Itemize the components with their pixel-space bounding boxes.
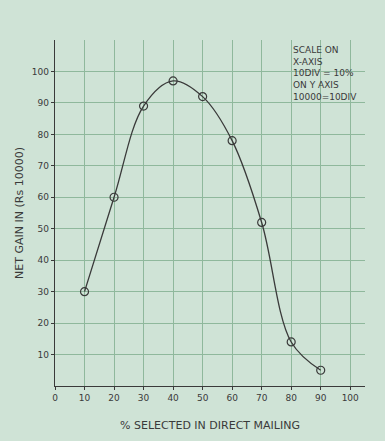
svg-text:80: 80: [38, 130, 50, 140]
svg-text:70: 70: [38, 161, 50, 171]
svg-text:0: 0: [52, 393, 58, 403]
svg-text:% SELECTED IN DIRECT MAILING: % SELECTED IN DIRECT MAILING: [120, 419, 300, 432]
svg-text:10: 10: [79, 393, 91, 403]
svg-text:10: 10: [38, 350, 50, 360]
svg-text:NET GAIN IN (Rs 10000): NET GAIN IN (Rs 10000): [13, 147, 26, 279]
svg-text:20: 20: [38, 318, 50, 328]
svg-text:30: 30: [138, 393, 150, 403]
svg-text:80: 80: [285, 393, 297, 403]
svg-text:70: 70: [256, 393, 268, 403]
svg-text:40: 40: [38, 255, 50, 265]
svg-text:50: 50: [38, 224, 50, 234]
svg-text:100: 100: [32, 67, 49, 77]
svg-text:60: 60: [226, 393, 238, 403]
svg-text:100: 100: [342, 393, 359, 403]
svg-text:90: 90: [315, 393, 327, 403]
svg-text:60: 60: [38, 192, 50, 202]
svg-text:50: 50: [197, 393, 209, 403]
svg-text:40: 40: [167, 393, 179, 403]
svg-text:SCALE ONX-AXIS10DIV = 10%ON Y: SCALE ONX-AXIS10DIV = 10%ON Y AXIS10000=…: [293, 45, 357, 102]
svg-text:20: 20: [108, 393, 120, 403]
svg-text:90: 90: [38, 98, 50, 108]
svg-text:30: 30: [38, 287, 50, 297]
